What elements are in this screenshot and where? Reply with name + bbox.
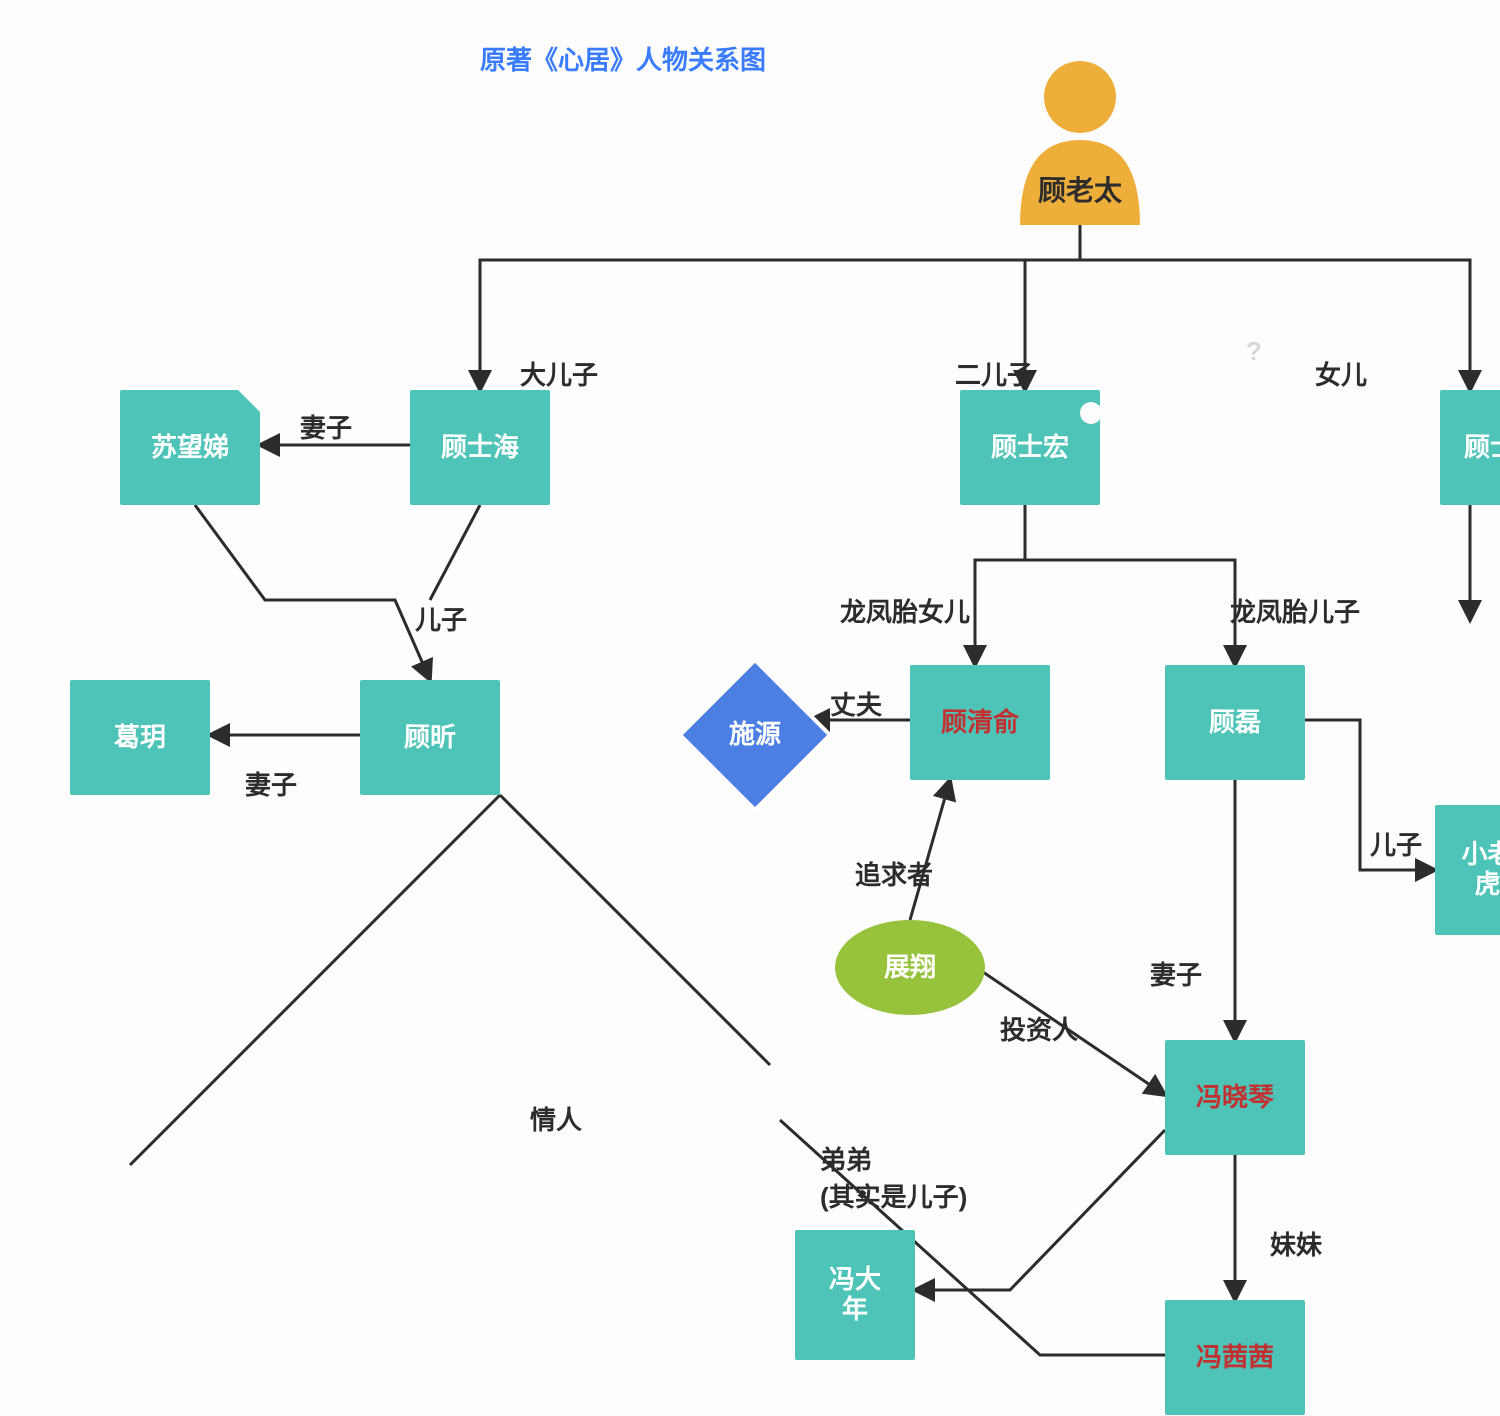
edge	[130, 795, 500, 1165]
node-fengxixi: 冯茜茜	[1165, 1300, 1305, 1415]
node-geyue: 葛玥	[70, 680, 210, 795]
edge	[1025, 225, 1080, 390]
edge	[195, 505, 430, 680]
edge-label: 二儿子	[955, 355, 1033, 392]
edge-label: 妻子	[300, 408, 352, 445]
edge-label: 女儿	[1315, 355, 1367, 392]
edge	[1025, 505, 1235, 665]
node-gushihai: 顾士海	[410, 390, 550, 505]
node-shiyuan: 施源	[700, 680, 810, 790]
node-label: 葛玥	[114, 723, 166, 753]
node-label: 顾士海	[441, 433, 519, 463]
node-label: 苏望娣	[151, 433, 229, 463]
edge-label: 大儿子	[520, 355, 598, 392]
node-xiaolaohu: 小老 虎	[1435, 805, 1500, 935]
edge-label: 妹妹	[1270, 1225, 1322, 1262]
node-label: 展翔	[884, 953, 936, 983]
node-label: 冯晓琴	[1196, 1083, 1274, 1113]
node-fengxiaoqin: 冯晓琴	[1165, 1040, 1305, 1155]
edge-label: 妻子	[1150, 955, 1202, 992]
edge	[910, 780, 950, 920]
node-label: 顾磊	[1209, 708, 1261, 738]
node-label: 顾士	[1464, 433, 1500, 463]
edge-label: 弟弟 (其实是儿子)	[820, 1140, 967, 1214]
node-gushix: 顾士	[1440, 390, 1500, 505]
diagram-title: 原著《心居》人物关系图	[480, 40, 766, 77]
node-gushihong: 顾士宏	[960, 390, 1100, 505]
node-label: 冯大 年	[829, 1265, 881, 1325]
node-label: 顾士宏	[991, 433, 1069, 463]
edge	[430, 505, 480, 600]
edge-label: 妻子	[245, 765, 297, 802]
edge-label: 儿子	[1370, 825, 1422, 862]
node-suwangdi: 苏望娣	[120, 390, 260, 505]
node-label: 小老 虎	[1461, 840, 1500, 900]
node-guqingyu: 顾清俞	[910, 665, 1050, 780]
edge-label: 情人	[530, 1100, 582, 1137]
edge-label: 投资人	[1000, 1010, 1078, 1047]
node-guxin: 顾昕	[360, 680, 500, 795]
edge-label: ?	[1246, 336, 1262, 367]
node-gulei: 顾磊	[1165, 665, 1305, 780]
node-zhanxiang: 展翔	[835, 920, 985, 1015]
node-gulao: 顾老太	[1000, 55, 1160, 225]
edge-label: 追求者	[855, 855, 933, 892]
edge-label: 丈夫	[830, 685, 882, 722]
edge-label: 儿子	[415, 600, 467, 637]
relationship-diagram: 原著《心居》人物关系图 顾老太苏望娣 顾士海 顾士宏 顾士葛玥 顾昕 施源 顾清俞 顾磊小老 …	[0, 0, 1500, 1416]
node-label: 顾清俞	[941, 708, 1019, 738]
node-label: 冯茜茜	[1196, 1343, 1274, 1373]
edge	[1080, 225, 1470, 390]
node-label: 顾昕	[404, 723, 456, 753]
edge-label: 龙凤胎儿子	[1230, 592, 1360, 629]
node-fengdanian: 冯大 年	[795, 1230, 915, 1360]
node-label: 顾老太	[1000, 175, 1160, 207]
edge	[500, 795, 770, 1065]
edge	[975, 505, 1025, 665]
edge-label: 龙凤胎女儿	[840, 592, 970, 629]
